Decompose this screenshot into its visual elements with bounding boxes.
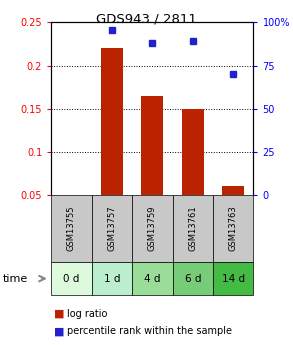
Text: ■: ■: [54, 309, 65, 319]
Text: GSM13755: GSM13755: [67, 206, 76, 251]
Text: GSM13759: GSM13759: [148, 206, 157, 251]
Text: ■: ■: [54, 326, 65, 336]
Bar: [141, 96, 163, 195]
Bar: [101, 48, 123, 195]
Text: log ratio: log ratio: [67, 309, 108, 319]
Text: 1 d: 1 d: [104, 274, 120, 284]
Bar: [222, 186, 244, 195]
Text: percentile rank within the sample: percentile rank within the sample: [67, 326, 232, 336]
Text: GDS943 / 2811: GDS943 / 2811: [96, 12, 197, 25]
Text: 14 d: 14 d: [222, 274, 245, 284]
Bar: [182, 109, 204, 195]
Text: 4 d: 4 d: [144, 274, 161, 284]
Text: time: time: [3, 274, 28, 284]
Text: 6 d: 6 d: [185, 274, 201, 284]
Text: 0 d: 0 d: [63, 274, 80, 284]
Text: GSM13761: GSM13761: [188, 206, 197, 252]
Text: GSM13757: GSM13757: [108, 206, 116, 252]
Text: GSM13763: GSM13763: [229, 206, 238, 252]
